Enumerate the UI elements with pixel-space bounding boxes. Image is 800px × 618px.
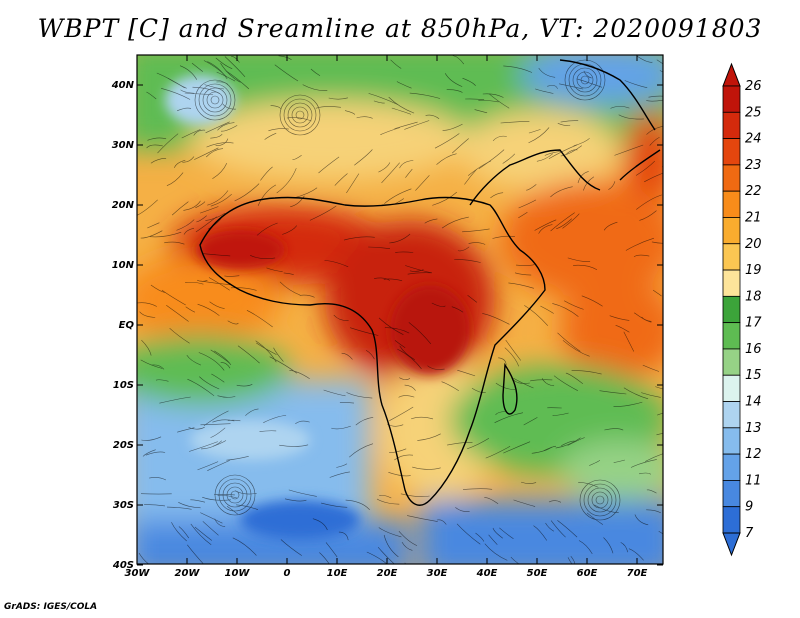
plot-frame (136, 54, 664, 565)
coastlines (199, 59, 661, 506)
x-tick-label: 50E (527, 568, 548, 579)
colorbar-segment (722, 401, 741, 429)
colorbar-segment (722, 85, 741, 113)
colorbar-segment (722, 427, 741, 455)
y-tick-label: 40S (112, 560, 134, 571)
colorbar-label: 15 (745, 368, 762, 383)
colorbar-segment (722, 453, 741, 481)
x-tick-label: 0 (284, 568, 291, 579)
colorbar-label: 9 (745, 500, 753, 515)
colorbar-label: 22 (745, 184, 762, 199)
colorbar-segment (722, 138, 741, 166)
colorbar-segment (722, 374, 741, 402)
colorbar-label: 17 (745, 316, 762, 331)
x-tick-label: 20W (175, 568, 201, 579)
colorbar-segment (722, 164, 741, 192)
y-tick-label: 40N (111, 80, 135, 91)
colorbar-segment (722, 322, 741, 350)
colorbar-label: 11 (745, 473, 762, 488)
colorbar-label: 7 (745, 526, 754, 541)
colorbar-label: 26 (745, 79, 762, 94)
colorbar-label: 21 (745, 210, 762, 225)
y-tick-label: EQ (119, 320, 135, 331)
colorbar-label: 16 (745, 342, 762, 357)
y-tick-label: 10S (113, 380, 134, 391)
colorbar-label: 20 (745, 237, 762, 252)
x-tick-label: 10E (327, 568, 348, 579)
colorbar-segment (722, 480, 741, 508)
colorbar-segment (722, 111, 741, 139)
streamlines (137, 55, 663, 564)
colorbar-label: 18 (745, 289, 762, 304)
x-tick-label: 20E (377, 568, 398, 579)
x-tick-label: 10W (225, 568, 251, 579)
x-tick-label: 40E (476, 568, 498, 579)
colorbar-label: 19 (745, 263, 762, 278)
colorbar (722, 62, 741, 557)
colorbar-segment (722, 348, 741, 376)
x-tick-label: 70E (627, 568, 648, 579)
colorbar-label: 12 (745, 447, 762, 462)
y-tick-label: 20S (113, 440, 134, 451)
y-tick-label: 30S (113, 500, 134, 511)
colorbar-label: 25 (745, 105, 762, 120)
colorbar-label: 14 (745, 395, 762, 410)
x-tick-label: 30W (125, 568, 151, 579)
colorbar-label: 13 (745, 421, 762, 436)
y-tick-label: 20N (112, 200, 135, 211)
grads-credit: GrADS: IGES/COLA (4, 602, 98, 612)
colorbar-top-arrow (722, 62, 741, 87)
colorbar-segment (722, 217, 741, 245)
colorbar-label: 24 (745, 132, 762, 147)
y-tick-label: 10N (112, 260, 135, 271)
colorbar-bottom-arrow (722, 532, 741, 557)
y-tick-label: 30N (112, 140, 135, 151)
wbpt-field (137, 55, 663, 564)
colorbar-segment (722, 269, 741, 297)
x-tick-label: 30E (427, 568, 448, 579)
x-tick-label: 60E (577, 568, 598, 579)
colorbar-segment (722, 506, 741, 534)
chart-title: WBPT [C] and Sreamline at 850hPa, VT: 20… (37, 14, 763, 43)
colorbar-segment (722, 243, 741, 271)
colorbar-segment (722, 190, 741, 218)
colorbar-segment (722, 295, 741, 324)
colorbar-label: 23 (745, 158, 762, 173)
